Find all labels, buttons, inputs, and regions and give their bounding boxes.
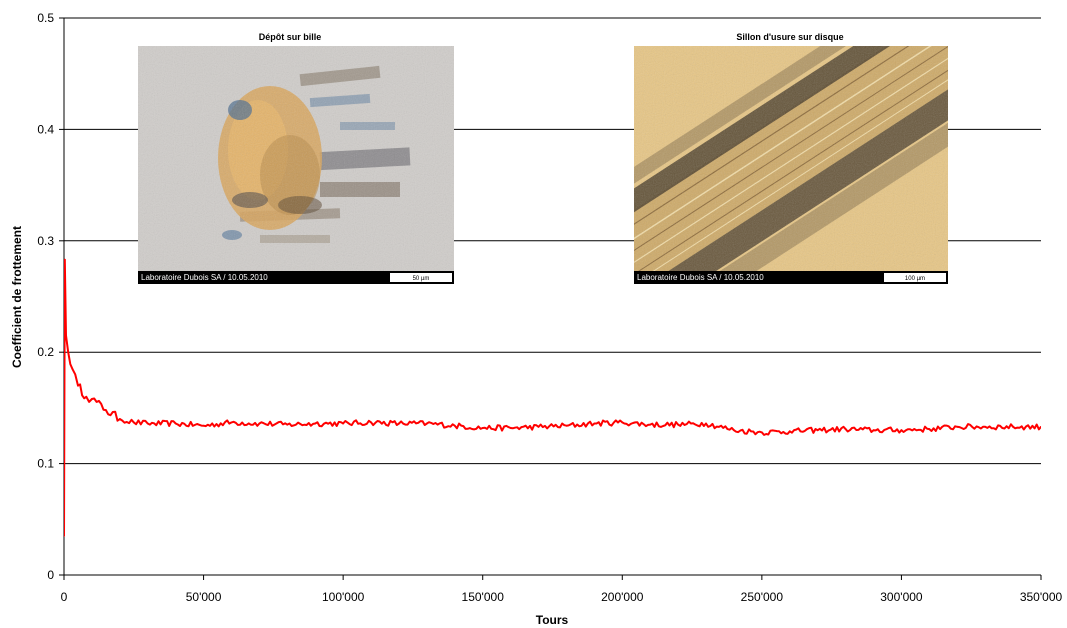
y-tick-label: 0.4: [37, 122, 54, 136]
data-point: [649, 423, 652, 426]
data-point: [64, 535, 65, 537]
inset-ball-title: Dépôt sur bille: [259, 32, 322, 42]
disc-photo-grain: [634, 46, 948, 271]
data-point: [146, 422, 149, 425]
y-axis-title: Coefficient de frottement: [10, 226, 24, 368]
disc-caption-text: Laboratoire Dubois SA / 10.05.2010: [637, 273, 764, 282]
data-point: [984, 425, 987, 428]
data-point: [370, 421, 372, 424]
data-point: [705, 422, 707, 425]
data-point: [398, 422, 400, 425]
data-point: [314, 422, 317, 425]
x-axis-title: Tours: [536, 613, 569, 627]
data-point: [565, 424, 568, 427]
ball-scale-label: 50 µm: [413, 276, 430, 282]
data-point: [453, 424, 456, 427]
y-tick-label: 0.5: [37, 11, 54, 25]
data-point: [733, 429, 735, 432]
data-point: [286, 423, 289, 426]
inset-disc-title: Sillon d'usure sur disque: [736, 32, 843, 42]
data-point: [202, 424, 205, 427]
data-point: [91, 398, 93, 400]
inset-ball-deposit: Dépôt sur bille: [138, 32, 454, 284]
data-point: [1012, 425, 1014, 428]
y-tick-label: 0: [47, 568, 54, 582]
x-tick-label: 250'000: [741, 590, 784, 604]
ball-scale-box: [390, 273, 452, 282]
data-point: [928, 428, 931, 430]
data-point: [258, 422, 261, 425]
x-tick-label: 50'000: [186, 590, 222, 604]
data-point: [900, 429, 903, 432]
ball-photo-grain: [138, 46, 454, 271]
disc-scale-label: 100 µm: [905, 276, 925, 282]
data-point: [1040, 425, 1041, 428]
data-point: [85, 395, 88, 398]
ball-caption-bar: [138, 271, 454, 284]
data-point: [621, 421, 624, 424]
data-point: [844, 428, 847, 430]
data-point: [64, 258, 66, 261]
data-point: [67, 351, 70, 354]
data-point: [118, 418, 121, 420]
data-point: [104, 409, 107, 412]
data-point: [71, 368, 74, 370]
data-point: [65, 334, 67, 337]
y-tick-label: 0.2: [37, 345, 54, 359]
data-point: [77, 384, 79, 387]
ball-caption-text: Laboratoire Dubois SA / 10.05.2010: [141, 273, 268, 282]
x-tick-labels: 0 50'000 100'000 150'000 200'000 250'000 300'0…: [61, 590, 1063, 604]
x-tick-label: 300'000: [880, 590, 923, 604]
x-tick-label: 100'000: [322, 590, 365, 604]
series-layer: [64, 258, 1041, 537]
disc-groove-photo: [634, 46, 948, 271]
data-point: [230, 421, 233, 424]
data-point: [788, 430, 791, 433]
data-point: [593, 422, 596, 425]
x-tick-label: 200'000: [601, 590, 644, 604]
inset-disc-groove: Sillon d'usure sur disque Laboratoire Du…: [634, 32, 948, 284]
data-point: [509, 427, 512, 429]
x-tick-label: 150'000: [462, 590, 505, 604]
data-point: [425, 422, 428, 425]
data-point: [481, 427, 484, 429]
data-point: [760, 431, 763, 434]
x-tick-label: 0: [61, 590, 68, 604]
y-tick-labels: 0 0.1 0.2 0.3 0.4 0.5: [37, 11, 54, 582]
data-point: [537, 425, 540, 428]
data-point: [872, 429, 875, 432]
data-point: [677, 423, 680, 426]
data-point: [956, 425, 959, 428]
data-point: [342, 422, 345, 425]
series-line: [64, 258, 1041, 537]
y-tick-label: 0.3: [37, 234, 54, 248]
disc-scale-box: [884, 273, 946, 282]
y-tick-label: 0.1: [37, 457, 54, 471]
ball-deposit-photo: [138, 46, 454, 271]
data-point: [174, 422, 177, 425]
disc-caption-bar: [634, 271, 948, 284]
x-tick-label: 350'000: [1020, 590, 1063, 604]
data-point: [816, 429, 819, 432]
data-point: [132, 421, 135, 424]
